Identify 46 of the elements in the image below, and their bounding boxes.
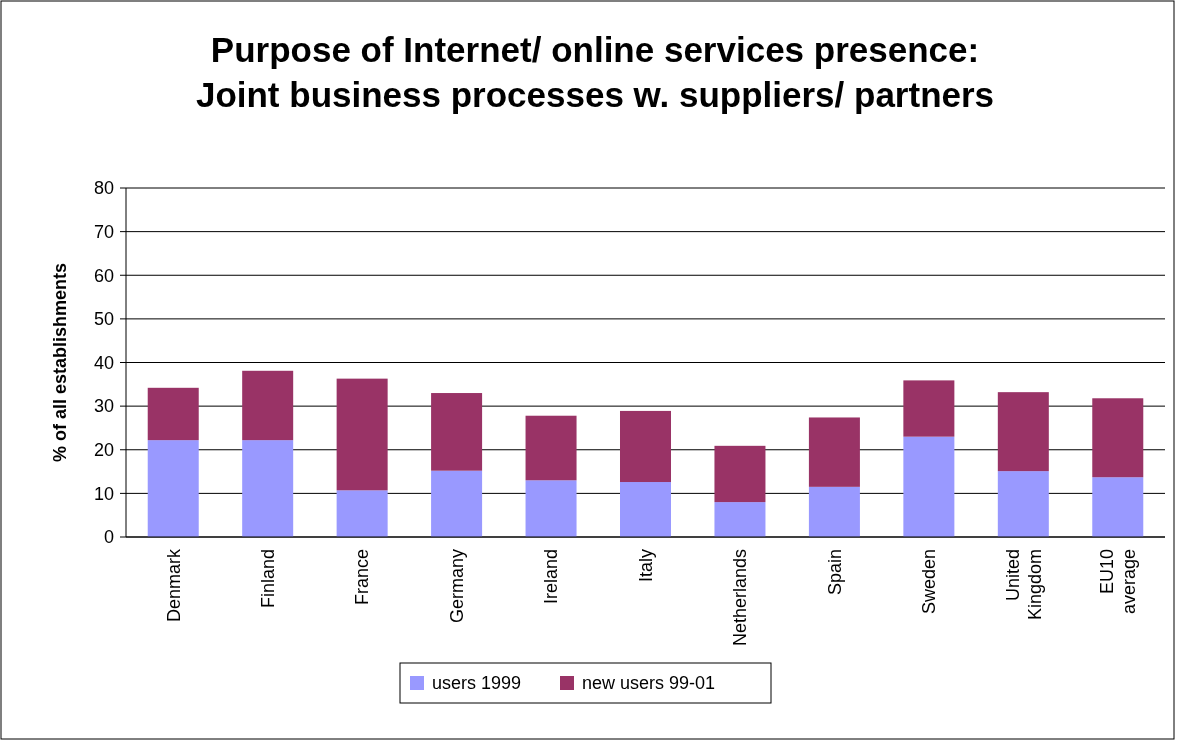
bar <box>336 490 388 537</box>
legend-label: new users 99-01 <box>582 673 716 694</box>
chart-title: Purpose of Internet/ online services presence: Joint business processes w. suppliers/ partners <box>195 30 995 114</box>
bar <box>903 436 955 537</box>
bar <box>525 415 577 481</box>
bar <box>620 482 671 537</box>
y-tick-label: 80 <box>93 178 114 199</box>
bar <box>147 387 199 441</box>
legend-label: users 1999 <box>432 673 522 694</box>
y-tick-label: 40 <box>93 352 114 373</box>
bar <box>431 470 483 537</box>
bar <box>714 502 766 537</box>
x-tick-label: Ireland <box>541 549 562 605</box>
bar <box>808 486 860 537</box>
x-tick-label: Spain <box>824 549 845 596</box>
bar <box>1092 477 1144 537</box>
bar <box>903 380 955 437</box>
bar <box>997 471 1049 537</box>
bar <box>147 440 199 537</box>
y-tick-label: 20 <box>93 440 114 461</box>
y-tick-label: 30 <box>93 396 114 417</box>
x-tick-label: Denmark <box>163 548 184 623</box>
bar <box>336 378 388 491</box>
bar <box>714 445 766 503</box>
x-tick-label: Germany <box>446 549 467 624</box>
y-tick-label: 10 <box>93 483 114 504</box>
x-tick-label: Netherlands <box>730 549 751 647</box>
y-tick-label: 70 <box>93 221 114 242</box>
x-tick-label: Sweden <box>919 549 940 615</box>
x-tick-label: EU10 average <box>1097 549 1140 615</box>
bar <box>620 410 671 483</box>
y-tick-label: 60 <box>93 265 114 286</box>
y-axis-title: % of all establishments <box>50 262 70 463</box>
bar <box>242 440 294 537</box>
bar <box>1092 398 1144 478</box>
y-tick-label: 50 <box>93 309 114 330</box>
x-tick-label: United Kingdom <box>1002 549 1045 621</box>
x-tick-label: France <box>352 549 373 606</box>
bar <box>808 417 860 487</box>
bar <box>242 370 294 441</box>
bar <box>997 392 1049 472</box>
y-tick-label: 0 <box>103 527 114 548</box>
bar <box>525 480 577 537</box>
bar <box>431 393 483 471</box>
x-tick-label: Finland <box>257 549 278 609</box>
x-tick-label: Italy <box>635 549 656 583</box>
